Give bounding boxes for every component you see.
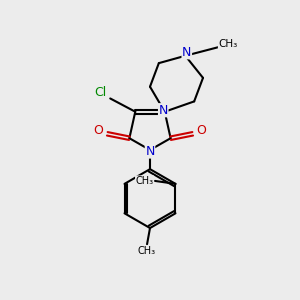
Text: O: O xyxy=(196,124,206,137)
Text: CH₃: CH₃ xyxy=(218,39,238,49)
Text: O: O xyxy=(94,124,103,137)
Text: CH₃: CH₃ xyxy=(136,176,154,186)
Text: Cl: Cl xyxy=(94,86,106,99)
Text: N: N xyxy=(182,46,191,59)
Text: N: N xyxy=(159,104,168,117)
Text: CH₃: CH₃ xyxy=(138,246,156,256)
Text: N: N xyxy=(145,145,155,158)
